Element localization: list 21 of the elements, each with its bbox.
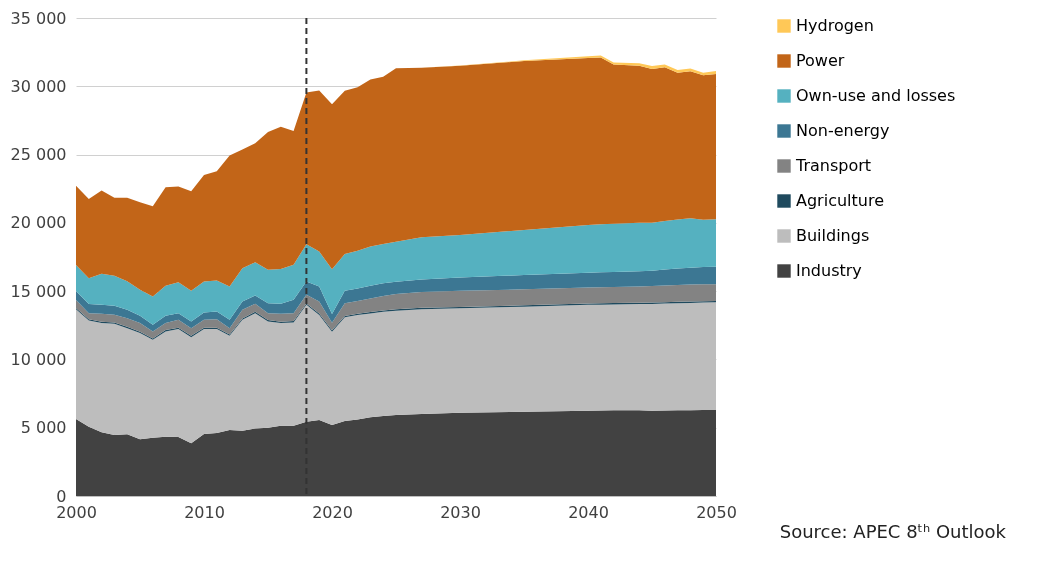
legend-label: Buildings bbox=[796, 226, 870, 245]
y-tick-label: 30 000 bbox=[10, 76, 67, 96]
y-tick-label: 35 000 bbox=[10, 8, 67, 28]
x-tick-label: 2030 bbox=[440, 502, 481, 522]
x-tick-label: 2050 bbox=[696, 502, 737, 522]
y-tick-label: 20 000 bbox=[10, 213, 67, 233]
legend-label: Transport bbox=[795, 156, 872, 175]
legend-label: Non-energy bbox=[796, 121, 890, 140]
x-tick-label: 2040 bbox=[568, 502, 609, 522]
legend-label: Industry bbox=[796, 261, 862, 280]
y-tick-label: 25 000 bbox=[10, 145, 67, 165]
y-tick-label: 5 000 bbox=[20, 418, 67, 438]
legend-label: Agriculture bbox=[796, 191, 884, 210]
legend-label: Hydrogen bbox=[796, 16, 874, 35]
x-tick-label: 2020 bbox=[312, 502, 353, 522]
legend-label: Power bbox=[796, 51, 845, 70]
y-tick-label: 15 000 bbox=[10, 281, 67, 301]
legend-label: Own-use and losses bbox=[796, 86, 956, 105]
x-tick-label: 2010 bbox=[184, 502, 225, 522]
source-note: Source: APEC 8ᵗʰ Outlook bbox=[779, 521, 1007, 542]
y-tick-label: 10 000 bbox=[10, 349, 67, 369]
